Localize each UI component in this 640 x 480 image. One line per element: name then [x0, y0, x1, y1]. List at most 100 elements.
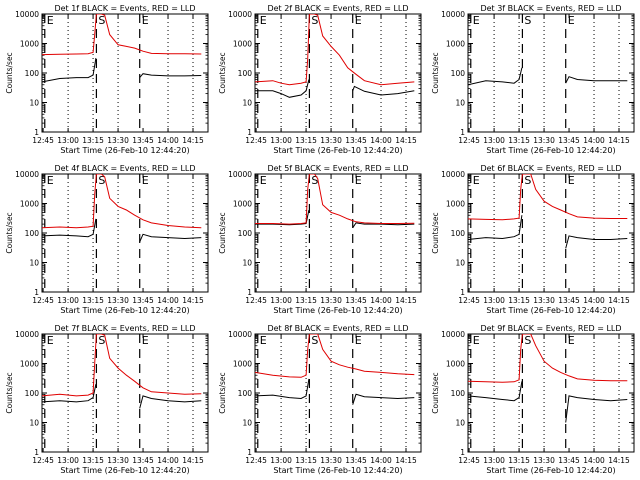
marker-label: S: [98, 334, 105, 347]
series-group: [255, 334, 415, 405]
x-tick-label: 13:45: [345, 136, 367, 145]
x-tick-label: 13:30: [533, 136, 555, 145]
x-tick-label: 13:45: [345, 296, 367, 305]
x-tick-label: 13:15: [295, 136, 317, 145]
y-tick-label: 1: [247, 128, 252, 137]
x-tick-label: 13:30: [533, 456, 555, 465]
x-tick-label: 13:30: [320, 136, 342, 145]
series-group: [255, 174, 415, 229]
marker-label: E: [473, 334, 480, 347]
plot-frame: [254, 333, 422, 453]
events-series-line: [255, 378, 310, 400]
panel-title: Det 7f BLACK = Events, RED = LLD: [54, 324, 195, 333]
y-tick-label: 1000: [20, 40, 39, 49]
y-tick-label: 1000: [446, 200, 465, 209]
y-tick-label: 1: [247, 448, 252, 457]
x-tick-label: 13:30: [107, 456, 129, 465]
x-tick-label: 13:00: [483, 136, 505, 145]
x-tick-label: 14:00: [583, 136, 605, 145]
panel-title: Det 5f BLACK = Events, RED = LLD: [267, 164, 408, 173]
x-tick-label: 13:15: [82, 296, 104, 305]
marker-label: E: [473, 174, 480, 187]
y-tick-label: 10: [242, 419, 252, 428]
y-tick-label: 1000: [233, 200, 252, 209]
x-axis-label: Start Time (26-Feb-10 12:44:20): [273, 146, 402, 155]
events-series-line: [255, 209, 310, 226]
y-axis-label: Counts/sec: [431, 52, 440, 93]
events-series-line: [468, 381, 523, 402]
y-tick-label: 100: [25, 389, 40, 398]
series-group: [42, 334, 202, 409]
plot-frame: [254, 173, 422, 293]
lld-series-line: [468, 174, 628, 221]
x-tick-label: 12:45: [32, 456, 54, 465]
marker-label: E: [355, 14, 362, 27]
x-tick-label: 12:45: [458, 456, 480, 465]
x-tick-label: 13:30: [320, 296, 342, 305]
y-axis-label: Counts/sec: [218, 212, 227, 253]
y-tick-label: 10000: [441, 10, 465, 19]
y-axis-label: Counts/sec: [5, 212, 14, 253]
y-tick-label: 1000: [233, 40, 252, 49]
x-tick-label: 14:15: [395, 456, 417, 465]
x-tick-label: 13:00: [57, 296, 79, 305]
y-axis-label: Counts/sec: [431, 212, 440, 253]
x-tick-label: 12:45: [32, 296, 54, 305]
lld-series-line: [42, 174, 202, 229]
y-tick-label: 100: [238, 389, 253, 398]
x-tick-label: 12:45: [458, 136, 480, 145]
x-tick-label: 13:15: [295, 296, 317, 305]
events-series-line: [42, 383, 97, 403]
y-tick-label: 10: [29, 419, 39, 428]
x-tick-label: 13:15: [508, 456, 530, 465]
y-tick-label: 1: [34, 448, 39, 457]
marker-label: E: [142, 334, 149, 347]
x-tick-label: 13:30: [320, 456, 342, 465]
marker-label: E: [47, 174, 54, 187]
y-tick-label: 10: [242, 99, 252, 108]
x-axis-label: Start Time (26-Feb-10 12:44:20): [273, 466, 402, 475]
events-series-line: [565, 76, 628, 84]
marker-label: E: [568, 334, 575, 347]
x-tick-label: 12:45: [32, 136, 54, 145]
y-tick-label: 1: [460, 128, 465, 137]
x-tick-label: 13:00: [57, 136, 79, 145]
x-tick-label: 14:00: [157, 136, 179, 145]
events-series-line: [139, 73, 202, 78]
y-tick-label: 100: [451, 69, 466, 78]
x-tick-label: 14:15: [608, 136, 630, 145]
x-tick-label: 14:15: [182, 136, 204, 145]
x-tick-label: 14:00: [583, 296, 605, 305]
y-tick-label: 10000: [441, 170, 465, 179]
y-tick-label: 1: [460, 288, 465, 297]
x-tick-label: 14:15: [395, 296, 417, 305]
x-tick-label: 14:00: [370, 136, 392, 145]
y-tick-label: 10: [455, 419, 465, 428]
x-tick-label: 13:45: [558, 136, 580, 145]
x-tick-label: 13:30: [107, 296, 129, 305]
y-tick-label: 10: [29, 259, 39, 268]
series-group: [468, 334, 628, 423]
marker-label: E: [355, 174, 362, 187]
plot-frame: [254, 13, 422, 133]
y-tick-label: 1000: [446, 360, 465, 369]
series-group: [42, 14, 202, 83]
x-tick-label: 12:45: [245, 136, 267, 145]
x-axis-label: Start Time (26-Feb-10 12:44:20): [60, 306, 189, 315]
y-tick-label: 10: [242, 259, 252, 268]
marker-label: S: [311, 334, 318, 347]
x-tick-label: 12:45: [458, 296, 480, 305]
series-group: [255, 14, 415, 98]
lld-series-line: [468, 334, 628, 383]
x-tick-label: 13:30: [107, 136, 129, 145]
marker-label: S: [524, 334, 531, 347]
events-series-line: [139, 395, 202, 409]
x-tick-label: 14:00: [583, 456, 605, 465]
x-tick-label: 13:15: [508, 136, 530, 145]
marker-label: S: [524, 14, 531, 27]
marker-label: E: [47, 334, 54, 347]
y-axis-label: Counts/sec: [5, 52, 14, 93]
marker-label: E: [260, 14, 267, 27]
